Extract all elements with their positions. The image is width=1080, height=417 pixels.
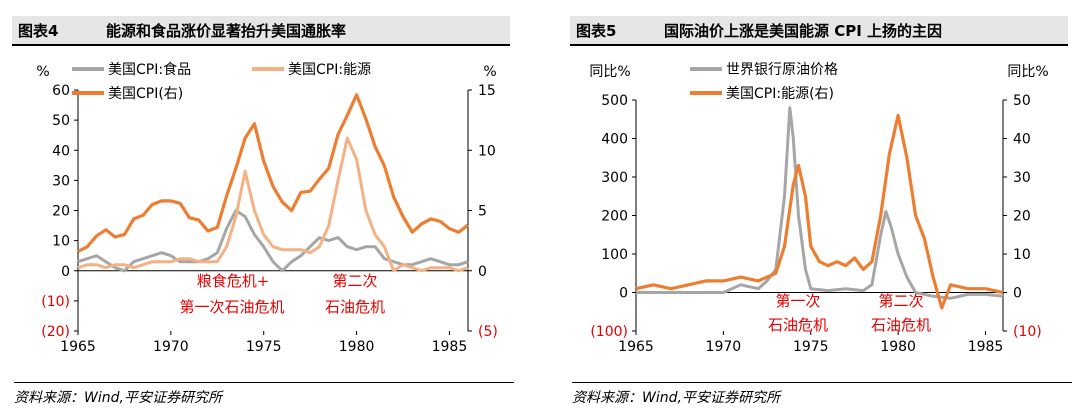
y-left-unit: 同比% — [589, 64, 630, 80]
x-tick-label: 1970 — [706, 339, 742, 355]
y-right-tick-label: 30 — [1013, 170, 1031, 186]
x-tick-label: 1965 — [618, 339, 654, 355]
figure-4-title: 能源和食品涨价显著抬升美国通胀率 — [106, 21, 347, 40]
y-left-tick-label: (100) — [590, 324, 628, 340]
annotation-text: 粮食危机+ — [197, 272, 270, 290]
x-tick-label: 1980 — [880, 339, 916, 355]
legend-label: 美国CPI:能源 — [288, 62, 371, 78]
y-right-tick-label: (5) — [478, 324, 498, 340]
figure-5-title: 国际油价上涨是美国能源 CPI 上扬的主因 — [664, 21, 943, 40]
y-left-tick-label: 0 — [61, 264, 70, 280]
series-line-1 — [77, 209, 469, 273]
x-tick-label: 1980 — [339, 339, 375, 355]
figure-5-chart: 5004003002001000(100)50403020100(10)1965… — [589, 62, 1048, 355]
y-right-tick-label: (10) — [1013, 324, 1042, 340]
y-left-unit: % — [36, 64, 49, 80]
annotation-text: 第二次 — [878, 292, 923, 310]
y-right-tick-label: 5 — [478, 204, 487, 220]
y-right-tick-label: 20 — [1013, 209, 1031, 225]
figure-4-number: 图表4 — [18, 21, 59, 40]
x-tick-label: 1970 — [153, 339, 189, 355]
x-tick-label: 1985 — [432, 339, 468, 355]
y-right-tick-label: 0 — [478, 264, 487, 280]
y-right-unit: % — [483, 64, 496, 80]
figure-5-number: 图表5 — [576, 21, 617, 40]
panel-figure-5: 图表5 国际油价上涨是美国能源 CPI 上扬的主因 500 400 300 200 10… — [558, 0, 1080, 417]
y-left-tick-label: (20) — [41, 324, 70, 340]
x-tick-label: 1975 — [246, 339, 282, 355]
legend-label: 美国CPI(右) — [108, 86, 183, 102]
legend-label: 美国CPI:能源(右) — [726, 86, 834, 102]
y-right-tick-label: 40 — [1013, 132, 1031, 148]
y-right-unit: 同比% — [1007, 64, 1048, 80]
series-line-2 — [635, 113, 1004, 310]
y-left-tick-label: 20 — [52, 204, 70, 220]
annotation-text: 第一次 — [775, 292, 820, 310]
y-left-tick-label: 100 — [601, 247, 628, 263]
x-tick-label: 1975 — [793, 339, 829, 355]
y-left-tick-label: (10) — [41, 294, 70, 310]
annotation-text: 第二次 — [332, 272, 377, 290]
annotation-text: 第一次石油危机 — [179, 298, 284, 316]
y-left-tick-label: 300 — [601, 170, 628, 186]
y-left-tick-label: 40 — [52, 143, 70, 159]
figure-5-source: 资料来源：Wind,平安证券研究所 — [572, 382, 1072, 407]
y-right-tick-label: 15 — [478, 83, 496, 99]
y-right-tick-label: 10 — [478, 143, 496, 159]
series-line-2 — [77, 136, 469, 273]
x-tick-label: 1965 — [60, 339, 96, 355]
legend-label: 美国CPI:食品 — [108, 61, 191, 78]
y-left-tick-label: 50 — [52, 113, 70, 129]
y-left-tick-label: 60 — [52, 83, 70, 99]
y-right-tick-label: 0 — [1013, 286, 1022, 302]
figure-4-title-bar: 图表4 能源和食品涨价显著抬升美国通胀率 — [12, 16, 510, 46]
annotation-text: 石油危机 — [325, 298, 385, 316]
panel-figure-4: 图表4 能源和食品涨价显著抬升美国通胀率 60 50 40 30 20 10 0 (10) (2… — [0, 0, 522, 417]
y-right-tick-label: 50 — [1013, 93, 1031, 109]
y-left-tick-label: 0 — [619, 286, 628, 302]
annotation-text: 石油危机 — [768, 316, 828, 334]
y-left-tick-label: 500 — [601, 93, 628, 109]
legend-label: 世界银行原油价格 — [726, 62, 838, 78]
figure-4-source: 资料来源：Wind,平安证券研究所 — [14, 382, 514, 407]
x-tick-label: 1985 — [968, 339, 1004, 355]
y-left-tick-label: 30 — [52, 173, 70, 189]
y-left-tick-label: 400 — [601, 132, 628, 148]
figure-5-title-bar: 图表5 国际油价上涨是美国能源 CPI 上扬的主因 — [570, 16, 1068, 46]
series-line-3 — [77, 93, 469, 253]
y-left-tick-label: 200 — [601, 209, 628, 225]
y-left-tick-label: 10 — [52, 234, 70, 250]
annotation-text: 石油危机 — [871, 316, 931, 334]
y-right-tick-label: 10 — [1013, 247, 1031, 263]
series-line-1 — [636, 106, 1004, 300]
